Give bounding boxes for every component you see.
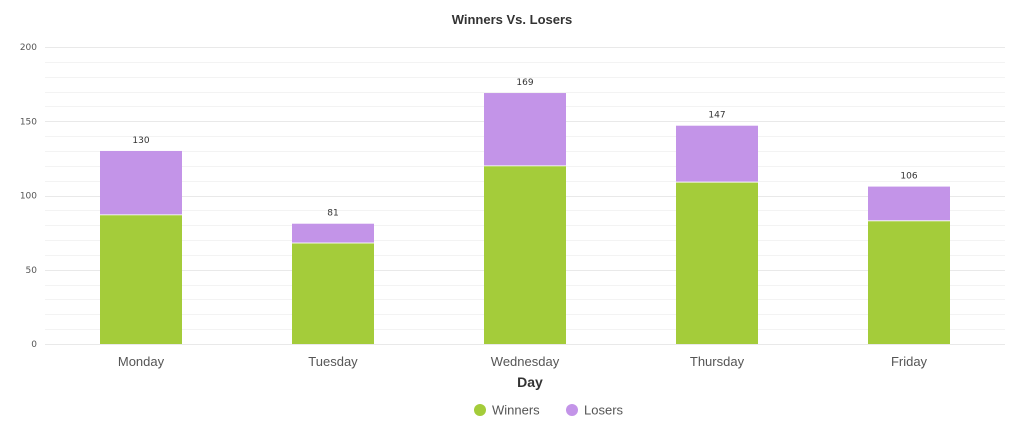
x-tick-label: Monday: [118, 354, 165, 369]
bar-losers-thursday[interactable]: [676, 125, 758, 183]
y-tick-label: 0: [31, 340, 37, 350]
x-tick-label: Wednesday: [491, 354, 560, 369]
x-tick-label: Tuesday: [308, 354, 358, 369]
y-tick-label: 150: [20, 117, 37, 127]
bar-winners-wednesday[interactable]: [484, 165, 566, 344]
data-label-total: 147: [708, 111, 725, 121]
legend-label: Winners: [492, 403, 540, 418]
bar-winners-thursday[interactable]: [676, 182, 758, 344]
legend-label: Losers: [584, 403, 624, 418]
bar-losers-wednesday[interactable]: [484, 93, 566, 166]
x-axis-label: Day: [517, 374, 543, 390]
bar-losers-friday[interactable]: [868, 186, 950, 221]
legend: Winners Losers: [474, 403, 624, 418]
data-label-total: 130: [132, 136, 149, 146]
legend-swatch: [566, 404, 578, 416]
legend-item-losers[interactable]: Losers: [566, 403, 624, 418]
legend-swatch: [474, 404, 486, 416]
bar-winners-friday[interactable]: [868, 220, 950, 344]
data-label-total: 81: [327, 209, 338, 219]
x-axis-ticks: Monday Tuesday Wednesday Thursday Friday: [118, 354, 928, 369]
bar-winners-monday[interactable]: [100, 214, 182, 344]
bar-losers-tuesday[interactable]: [292, 223, 374, 244]
bar-winners-tuesday[interactable]: [292, 243, 374, 344]
data-label-total: 106: [900, 172, 917, 182]
y-axis-ticks: 0 50 100 150 200: [20, 43, 37, 350]
bar-losers-monday[interactable]: [100, 150, 182, 215]
x-tick-label: Friday: [891, 354, 928, 369]
bars: [100, 93, 950, 344]
y-tick-label: 200: [20, 43, 37, 53]
data-labels: 130 81 169 147 106: [132, 78, 917, 219]
legend-item-winners[interactable]: Winners: [474, 403, 540, 418]
data-label-total: 169: [516, 78, 533, 88]
y-tick-label: 50: [26, 266, 38, 276]
x-tick-label: Thursday: [690, 354, 745, 369]
y-tick-label: 100: [20, 192, 37, 202]
chart-title: Winners Vs. Losers: [452, 12, 573, 27]
